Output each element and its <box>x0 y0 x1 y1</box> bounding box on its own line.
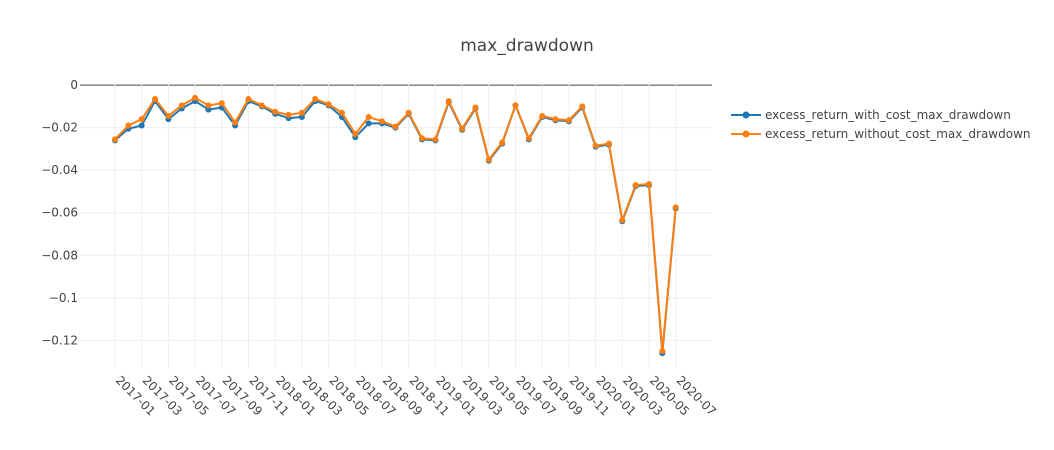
data-point <box>525 135 532 142</box>
data-point <box>499 139 506 146</box>
data-point <box>325 101 332 108</box>
data-point <box>298 109 305 116</box>
data-point <box>258 102 265 109</box>
data-point <box>232 119 239 126</box>
y-tick-label: −0.12 <box>41 333 78 347</box>
series-with-cost <box>112 98 679 357</box>
series-line <box>114 100 677 355</box>
data-point <box>218 100 225 107</box>
x-axis: 2017-012017-032017-052017-072017-092017-… <box>113 373 719 418</box>
data-point <box>245 95 252 102</box>
data-point <box>165 112 172 119</box>
legend[interactable]: excess_return_with_cost_max_drawdown exc… <box>731 108 1031 141</box>
data-point <box>178 102 185 109</box>
data-point <box>192 94 199 101</box>
legend-label-without-cost: excess_return_without_cost_max_drawdown <box>765 127 1031 141</box>
data-point <box>152 95 159 102</box>
data-point <box>445 98 452 105</box>
data-point <box>205 102 212 109</box>
data-point <box>352 131 359 138</box>
data-point <box>672 204 679 211</box>
data-point <box>138 116 145 123</box>
data-point <box>298 114 305 121</box>
data-point <box>592 142 599 149</box>
data-point <box>138 122 145 129</box>
data-point <box>472 104 479 111</box>
data-point <box>579 103 586 110</box>
grid <box>80 83 712 368</box>
data-point <box>365 114 372 121</box>
legend-marker-with-cost <box>742 111 750 119</box>
legend-item-without-cost[interactable]: excess_return_without_cost_max_drawdown <box>731 127 1031 141</box>
data-point <box>285 111 292 118</box>
data-point <box>646 181 652 188</box>
chart-title: max_drawdown <box>460 36 594 56</box>
y-axis: 0 −0.02 −0.04 −0.06 −0.08 −0.1 −0.12 <box>41 78 78 347</box>
y-tick-label: −0.02 <box>41 121 78 135</box>
data-point <box>205 106 212 113</box>
y-tick-label: −0.08 <box>41 248 78 262</box>
data-point <box>419 135 426 142</box>
data-point <box>485 156 492 163</box>
data-point <box>112 136 118 143</box>
data-point <box>512 102 519 109</box>
legend-item-with-cost[interactable]: excess_return_with_cost_max_drawdown <box>731 108 1011 122</box>
legend-marker-without-cost <box>742 130 750 138</box>
series-without-cost <box>112 94 679 354</box>
data-point <box>565 117 572 124</box>
data-point <box>272 108 279 115</box>
data-point <box>338 109 345 116</box>
legend-label-with-cost: excess_return_with_cost_max_drawdown <box>765 108 1011 122</box>
data-point <box>405 109 412 116</box>
data-point <box>605 140 612 147</box>
data-point <box>632 182 639 189</box>
y-tick-label: 0 <box>70 78 78 92</box>
y-tick-label: −0.04 <box>41 163 78 177</box>
data-point <box>539 112 546 119</box>
data-point <box>432 136 439 143</box>
y-tick-label: −0.1 <box>49 291 78 305</box>
data-point <box>459 125 466 132</box>
data-point <box>379 118 385 125</box>
data-point <box>659 347 666 354</box>
data-point <box>552 116 559 123</box>
series-line <box>114 96 677 352</box>
data-point <box>619 217 626 224</box>
data-point <box>125 122 132 129</box>
data-point <box>312 95 319 102</box>
y-tick-label: −0.06 <box>41 206 78 220</box>
data-point <box>392 123 399 130</box>
plot-area <box>112 94 679 357</box>
data-point <box>365 120 372 127</box>
